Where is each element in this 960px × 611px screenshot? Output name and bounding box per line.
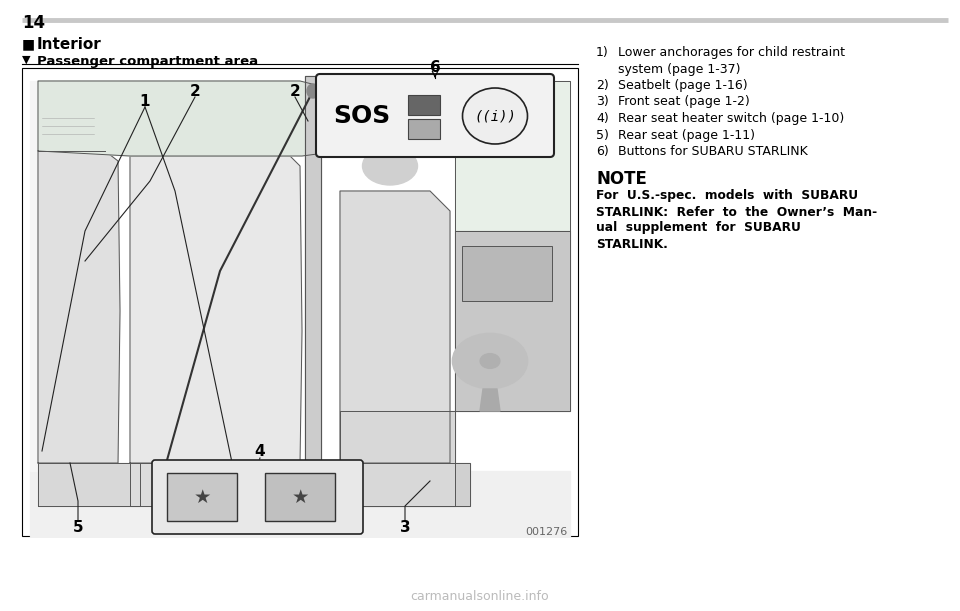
Text: ▼: ▼ — [22, 55, 31, 65]
Polygon shape — [340, 411, 455, 506]
Text: 4): 4) — [596, 112, 609, 125]
Polygon shape — [130, 463, 320, 506]
Polygon shape — [455, 81, 570, 231]
Bar — [167, 473, 237, 521]
Polygon shape — [340, 191, 450, 463]
Text: SOS: SOS — [333, 104, 391, 128]
FancyBboxPatch shape — [152, 460, 363, 534]
Text: 2): 2) — [596, 79, 609, 92]
Polygon shape — [455, 231, 570, 411]
Text: 1): 1) — [596, 46, 609, 59]
Text: ((i)): ((i)) — [474, 109, 516, 123]
Ellipse shape — [230, 112, 285, 150]
Text: STARLINK.: STARLINK. — [596, 238, 668, 251]
Text: For  U.S.-spec.  models  with  SUBARU: For U.S.-spec. models with SUBARU — [596, 189, 858, 202]
Text: ★: ★ — [291, 488, 309, 507]
Bar — [462, 246, 552, 301]
Bar — [408, 119, 440, 139]
Ellipse shape — [463, 88, 527, 144]
Polygon shape — [30, 81, 80, 471]
Text: 001276: 001276 — [526, 527, 568, 537]
Polygon shape — [130, 156, 302, 463]
Text: 3: 3 — [399, 519, 410, 535]
Text: Lower anchorages for child restraint: Lower anchorages for child restraint — [618, 46, 845, 59]
Text: 5): 5) — [596, 128, 609, 142]
Text: system (page 1-37): system (page 1-37) — [618, 62, 740, 76]
Polygon shape — [480, 389, 500, 411]
Text: Interior: Interior — [37, 37, 102, 52]
Text: 2: 2 — [290, 84, 300, 98]
Polygon shape — [340, 463, 470, 506]
Text: ual  supplement  for  SUBARU: ual supplement for SUBARU — [596, 222, 801, 235]
Text: 1: 1 — [140, 93, 151, 109]
Polygon shape — [30, 471, 570, 536]
Text: 6: 6 — [430, 60, 441, 76]
Text: Rear seat heater switch (page 1-10): Rear seat heater switch (page 1-10) — [618, 112, 844, 125]
Text: Front seat (page 1-2): Front seat (page 1-2) — [618, 95, 750, 109]
Text: ■: ■ — [22, 37, 36, 51]
Ellipse shape — [151, 112, 205, 150]
Polygon shape — [38, 81, 340, 156]
Text: Seatbelt (page 1-16): Seatbelt (page 1-16) — [618, 79, 748, 92]
Bar — [265, 473, 335, 521]
Ellipse shape — [480, 354, 500, 368]
Polygon shape — [305, 76, 321, 506]
Text: 6): 6) — [596, 145, 609, 158]
Text: carmanualsonline.info: carmanualsonline.info — [411, 590, 549, 604]
Text: 3): 3) — [596, 95, 609, 109]
Text: Buttons for SUBARU STARLINK: Buttons for SUBARU STARLINK — [618, 145, 807, 158]
Text: 5: 5 — [73, 519, 84, 535]
Bar — [22, 68, 578, 536]
FancyBboxPatch shape — [316, 74, 554, 157]
Text: 4: 4 — [254, 444, 265, 458]
Text: Rear seat (page 1-11): Rear seat (page 1-11) — [618, 128, 755, 142]
Polygon shape — [38, 151, 120, 463]
Ellipse shape — [452, 334, 527, 389]
Ellipse shape — [363, 147, 418, 185]
Text: ★: ★ — [193, 488, 211, 507]
Text: 14: 14 — [22, 14, 45, 32]
Text: STARLINK:  Refer  to  the  Owner’s  Man-: STARLINK: Refer to the Owner’s Man- — [596, 205, 877, 219]
Text: Passenger compartment area: Passenger compartment area — [37, 55, 258, 68]
Ellipse shape — [307, 84, 319, 98]
Text: 2: 2 — [190, 84, 201, 98]
Bar — [408, 95, 440, 115]
Ellipse shape — [42, 107, 94, 145]
Polygon shape — [38, 463, 140, 506]
Text: NOTE: NOTE — [596, 169, 647, 188]
